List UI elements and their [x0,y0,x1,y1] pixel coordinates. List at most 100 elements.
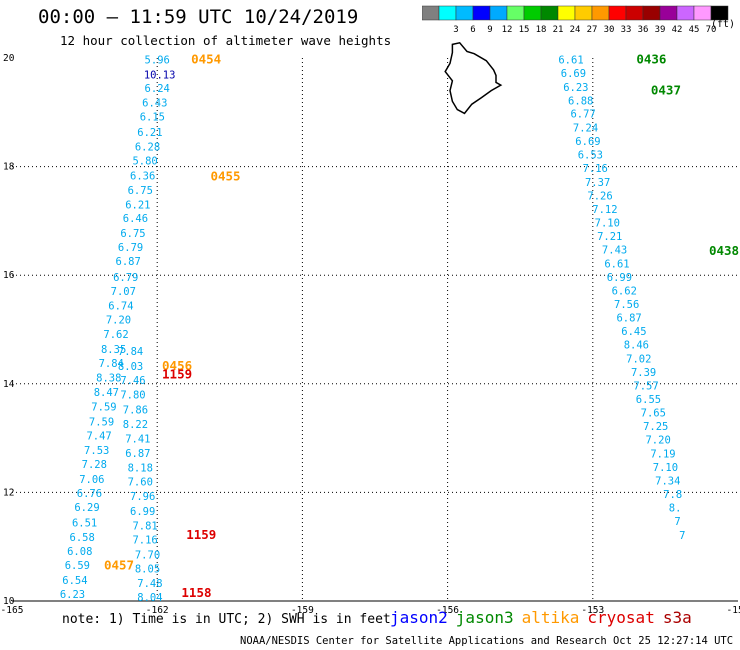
swh-value-label: 7.46 [120,375,145,387]
swh-value-label: 7.84 [118,346,143,358]
swh-value-label: 6.55 [636,394,661,406]
swh-value-label: 7.16 [583,163,608,175]
color-bin-label: 27 [587,25,598,35]
satellite-legend-item: cryosat [587,608,655,627]
swh-value-label: 10.13 [144,69,176,81]
color-bin-label: 39 [655,25,666,35]
page-subtitle: 12 hour collection of altimeter wave hei… [60,33,392,48]
swh-value-label: 6.87 [116,256,141,268]
swh-value-label: 7.28 [82,459,107,471]
y-tick-label: 10 [3,596,15,607]
x-tick-label: -162 [146,605,169,616]
y-tick-label: 14 [3,379,15,390]
satellite-legend-item: jason3 [455,608,514,627]
swh-value-label: 6.61 [604,258,629,270]
page-title: 00:00 – 11:59 UTC 10/24/2019 [38,6,359,28]
swh-value-label: 7.43 [602,245,627,257]
swh-value-label: 6.21 [125,200,150,212]
swh-value-label: 6.21 [137,127,162,139]
swh-value-label: 6.08 [67,546,92,558]
swh-value-label: 8.22 [123,419,148,431]
swh-value-label: 7.10 [595,218,620,230]
swh-value-label: 6.69 [575,136,600,148]
swh-value-label: 7.96 [130,491,155,503]
swh-value-label: 7.81 [132,521,157,533]
swh-value-label: 7.06 [79,474,104,486]
swh-value-label: 7.62 [103,329,128,341]
swh-value-label: 6.87 [125,448,150,460]
swh-value-label: 7.26 [587,190,612,202]
swh-value-label: 6.46 [123,213,148,225]
swh-value-label: 7.80 [120,390,145,402]
color-bin-label: 45 [689,25,700,35]
satellite-legend: jason2 jason3 altika cryosat s3a [390,608,700,627]
x-tick-label: -156 [436,605,459,616]
pass-time-label: 1158 [181,585,211,600]
color-bin-label: 15 [519,25,530,35]
x-tick-label: -150 [727,605,740,616]
swh-value-label: 8.38 [96,372,121,384]
y-tick-label: 16 [3,270,15,281]
swh-value-label: 6.54 [62,575,87,587]
swh-value-label: 6.79 [113,272,138,284]
swh-value-label: 7.20 [645,435,670,447]
swh-value-label: 6.88 [568,95,593,107]
swh-value-label: 6.61 [558,55,583,67]
color-bin-label: 30 [604,25,615,35]
swh-value-label: 6.53 [578,150,603,162]
swh-value-label: 7.19 [650,448,675,460]
swh-value-label: 8.35 [101,344,126,356]
swh-value-label: 7.84 [99,358,124,370]
swh-value-label: 8.46 [624,340,649,352]
swh-value-label: 6.74 [108,301,133,313]
satellite-legend-item: s3a [662,608,692,627]
pass-time-label: 1159 [162,367,192,382]
swh-value-label: 6.51 [72,517,97,529]
swh-value-label: 6.29 [74,502,99,514]
swh-value-label: 7.37 [585,177,610,189]
swh-value-label: 7.47 [86,430,111,442]
swh-value-label: 6.28 [135,142,160,154]
swh-value-label: 8.18 [128,462,153,474]
swh-value-label: 7.56 [614,299,639,311]
swh-value-label: 6.24 [145,83,170,95]
color-scale-unit: (ft) [711,19,736,30]
credit-line: NOAA/NESDIS Center for Satellite Applica… [240,635,740,647]
swh-value-label: 6.62 [612,285,637,297]
y-tick-label: 18 [3,162,15,173]
color-bin [710,5,729,21]
color-bin-label: 70 [706,25,717,35]
pass-time-label: 0436 [636,52,666,67]
x-tick-label: -165 [1,605,24,616]
x-tick-label: -153 [581,605,604,616]
swh-value-label: 7.20 [106,315,131,327]
color-bin-label: 24 [570,25,581,35]
color-bin-label: 6 [470,25,475,35]
swh-value-label: 7.10 [653,462,678,474]
color-bin-label: 3 [453,25,458,35]
swh-value-label: 7.02 [626,353,651,365]
swh-value-label: 7.34 [655,475,680,487]
swh-value-label: 7.8 [663,489,682,501]
x-tick-label: -159 [291,605,314,616]
color-bin-label: 9 [487,25,492,35]
swh-value-label: 5.96 [145,55,170,67]
swh-value-label: 6.87 [616,313,641,325]
swh-value-label: 6.45 [621,326,646,338]
pass-time-label: 0438 [709,243,739,258]
swh-value-label: 7.59 [89,416,114,428]
swh-value-label: 7.70 [135,549,160,561]
swh-value-label: 7.16 [132,535,157,547]
swh-value-label: 7.59 [91,402,116,414]
color-bin-label: 42 [672,25,683,35]
swh-value-label: 7.48 [137,578,162,590]
swh-value-label: 8.05 [135,563,160,575]
swh-value-label: 7 [674,516,680,528]
color-bin-label: 21 [553,25,564,35]
y-tick-label: 20 [3,53,15,64]
color-bin-label: 36 [638,25,649,35]
swh-value-label: 6.79 [118,242,143,254]
swh-value-label: 7.41 [125,434,150,446]
swh-value-label: 6.76 [77,488,102,500]
